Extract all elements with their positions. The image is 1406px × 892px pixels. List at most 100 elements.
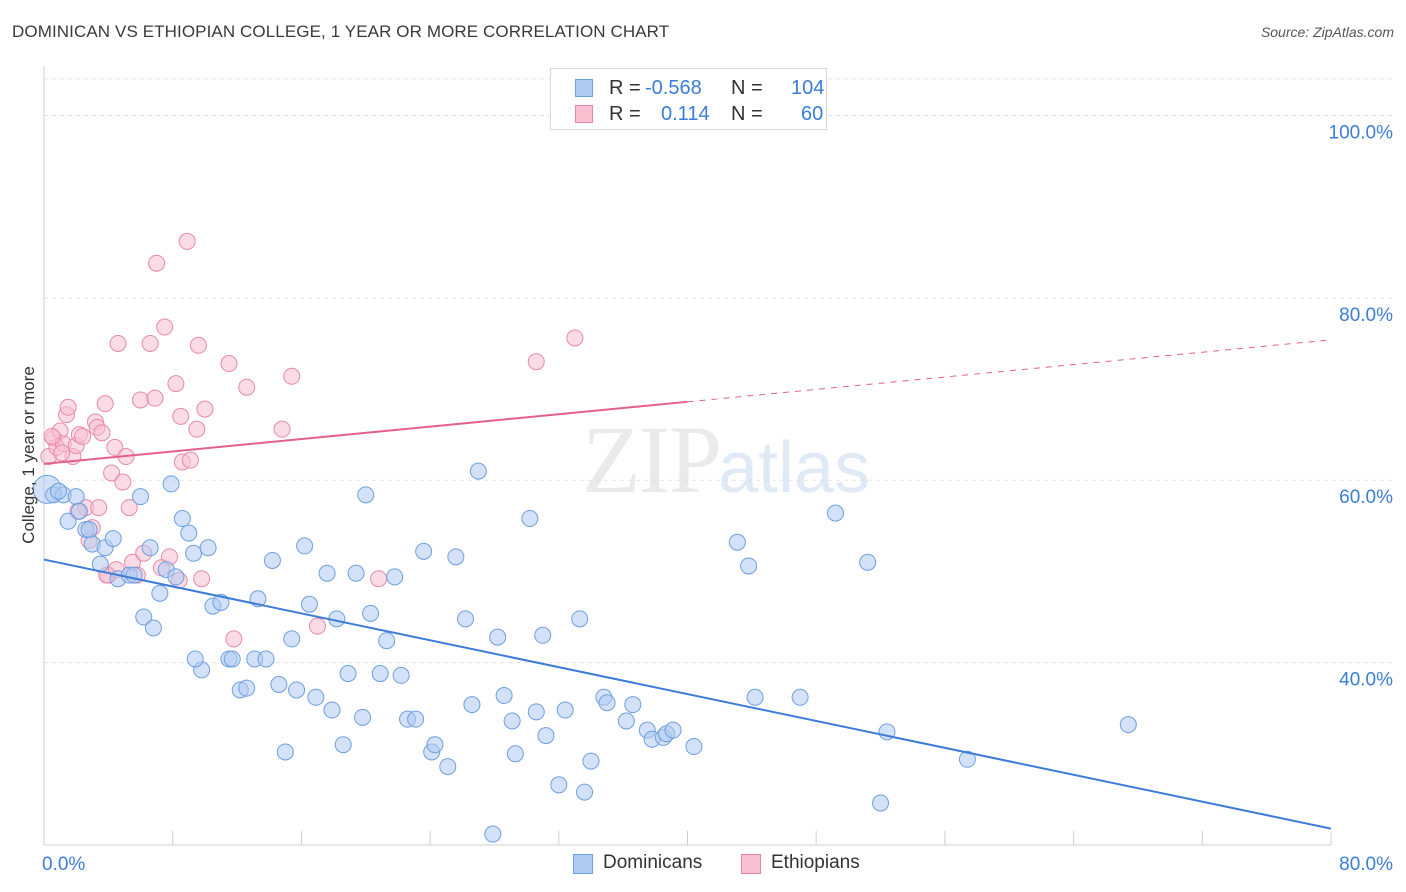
- dominicans-point: [167, 568, 185, 586]
- legend-n-label: N =: [731, 103, 763, 125]
- dominicans-point: [1119, 716, 1137, 734]
- dominicans-point: [728, 533, 746, 551]
- dominicans-point: [70, 502, 88, 520]
- dominicans-point: [135, 608, 153, 626]
- dominicans-point: [859, 553, 877, 571]
- dominicans-point: [318, 564, 336, 582]
- y-tick-label: 40.0%: [1339, 670, 1393, 691]
- dominicans-point: [223, 650, 241, 668]
- ethiopians-point: [53, 444, 71, 462]
- dominicans-point: [489, 628, 507, 646]
- dominicans-point: [323, 701, 341, 719]
- ethiopians-point: [273, 420, 291, 438]
- dominicans-point: [386, 568, 404, 586]
- dominicans-point: [426, 736, 444, 754]
- dominicans-point: [257, 650, 275, 668]
- ethiopians-point: [189, 336, 207, 354]
- y-axis-label: College, 1 year or more: [19, 366, 38, 544]
- ethiopians-point: [283, 367, 301, 385]
- legend-swatch-blue: [573, 854, 593, 874]
- dominicans-point: [288, 681, 306, 699]
- dominicans-point: [276, 743, 294, 761]
- ethiopians-point: [141, 334, 159, 352]
- dominicans-point: [307, 688, 325, 706]
- dominicans-point: [827, 504, 845, 522]
- ethiopians-point: [132, 391, 150, 409]
- dominicans-point: [617, 712, 635, 730]
- legend-swatch-pink: [741, 854, 761, 874]
- legend-n-value: 104: [791, 77, 825, 99]
- chart-title: DOMINICAN VS ETHIOPIAN COLLEGE, 1 YEAR O…: [12, 22, 670, 41]
- y-tick-label: 60.0%: [1339, 487, 1393, 508]
- dominicans-point: [132, 488, 150, 506]
- dominicans-point: [162, 475, 180, 493]
- dominicans-point: [296, 537, 314, 555]
- dominicans-point: [212, 593, 230, 611]
- dominicans-point: [238, 679, 256, 697]
- legend-label-dominicans: Dominicans: [603, 852, 703, 873]
- dominicans-point: [415, 542, 433, 560]
- x-tick-labels: 0.0% 80.0%: [42, 854, 1393, 875]
- dominicans-point: [347, 564, 365, 582]
- ethiopians-point: [109, 334, 127, 352]
- ethiopians-point: [93, 424, 111, 442]
- dominicans-point: [740, 557, 758, 575]
- ethiopians-point: [146, 389, 164, 407]
- dominicans-point: [506, 745, 524, 763]
- legend-r-label: R =: [609, 103, 641, 125]
- dominicans-point: [357, 486, 375, 504]
- dominicans-point: [456, 610, 474, 628]
- correlation-legend: R = -0.568 N = 104 R = 0.114 N = 60: [550, 68, 827, 130]
- watermark-zip: ZIP: [582, 406, 720, 513]
- legend-r-value: -0.568: [645, 77, 702, 99]
- dominicans-point: [180, 524, 198, 542]
- y-tick-label: 80.0%: [1339, 305, 1393, 326]
- ethiopians-trend-extension: [687, 339, 1332, 403]
- ethiopians-point: [308, 617, 326, 635]
- legend-swatch-pink: [575, 105, 593, 123]
- trend-lines: [43, 339, 1332, 830]
- dominicans-point: [263, 551, 281, 569]
- ethiopians-point: [96, 395, 114, 413]
- legend-r-value: 0.114: [661, 103, 710, 125]
- dominicans-point: [872, 794, 890, 812]
- dominicans-point: [362, 604, 380, 622]
- ethiopians-point: [156, 318, 174, 336]
- ethiopians-point: [167, 375, 185, 393]
- x-tick-label: 80.0%: [1339, 854, 1393, 875]
- ethiopians-point: [566, 329, 584, 347]
- dominicans-point: [582, 752, 600, 770]
- dominicans-point: [746, 688, 764, 706]
- ethiopians-point: [43, 427, 61, 445]
- dominicans-point: [151, 584, 169, 602]
- dominicans-point: [624, 696, 642, 714]
- y-tick-label: 100.0%: [1329, 122, 1394, 143]
- dominicans-point: [598, 694, 616, 712]
- legend-n-label: N =: [731, 77, 763, 99]
- dominicans-point: [556, 701, 574, 719]
- dominicans-point: [378, 632, 396, 650]
- dominicans-point: [67, 488, 85, 506]
- dominicans-point: [534, 626, 552, 644]
- dominicans-point: [339, 665, 357, 683]
- ethiopians-point: [74, 427, 92, 445]
- y-tick-labels: 40.0% 60.0% 80.0% 100.0%: [1329, 122, 1394, 690]
- dominicans-point: [141, 539, 159, 557]
- dominicans-point: [173, 510, 191, 528]
- dominicans-point: [144, 619, 162, 637]
- dominicans-point: [484, 825, 502, 843]
- ethiopians-point: [225, 630, 243, 648]
- ethiopians-point: [90, 499, 108, 517]
- dominicans-point: [199, 539, 217, 557]
- dominicans-point: [469, 462, 487, 480]
- ethiopians-point: [114, 473, 132, 491]
- legend-swatch-blue: [575, 79, 593, 97]
- ethiopians-point: [196, 400, 214, 418]
- dominicans-points: [32, 462, 1137, 843]
- ethiopians-point: [106, 438, 124, 456]
- ethiopians-point: [178, 232, 196, 250]
- dominicans-point: [958, 750, 976, 768]
- dominicans-point: [439, 758, 457, 776]
- dominicans-point: [300, 595, 318, 613]
- watermark: ZIP atlas: [582, 406, 870, 513]
